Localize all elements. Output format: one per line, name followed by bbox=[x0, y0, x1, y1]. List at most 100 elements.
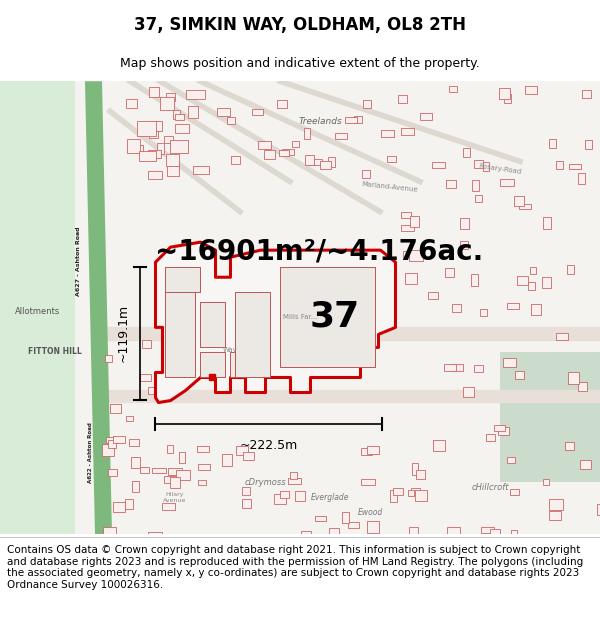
Bar bbox=[236, 446, 248, 454]
Bar bbox=[475, 195, 482, 202]
Bar bbox=[526, 86, 537, 94]
Bar bbox=[304, 128, 310, 139]
Bar bbox=[460, 241, 469, 249]
Bar bbox=[597, 504, 600, 516]
Bar bbox=[305, 155, 314, 166]
Bar bbox=[428, 292, 439, 299]
Bar bbox=[164, 136, 173, 143]
Bar bbox=[515, 371, 524, 379]
Bar bbox=[474, 365, 483, 372]
Bar bbox=[354, 116, 362, 123]
Bar bbox=[390, 491, 397, 502]
Bar bbox=[578, 173, 584, 184]
Bar bbox=[483, 162, 489, 171]
Bar bbox=[227, 118, 235, 124]
Bar bbox=[108, 469, 118, 476]
Bar bbox=[329, 528, 338, 536]
Bar bbox=[349, 522, 359, 528]
Bar bbox=[499, 427, 509, 435]
Bar bbox=[193, 166, 209, 174]
Bar bbox=[543, 217, 551, 229]
Bar bbox=[511, 531, 517, 536]
Bar bbox=[367, 446, 379, 454]
Bar bbox=[401, 127, 414, 134]
Bar bbox=[142, 340, 151, 348]
Bar bbox=[166, 93, 175, 101]
Bar bbox=[125, 499, 133, 509]
Text: 37: 37 bbox=[310, 300, 360, 334]
Bar bbox=[412, 462, 418, 474]
Bar bbox=[335, 133, 347, 139]
Text: Marland-Avenue: Marland-Avenue bbox=[362, 181, 418, 192]
Bar bbox=[531, 304, 541, 315]
Bar bbox=[507, 457, 515, 462]
Bar bbox=[549, 139, 556, 148]
Bar bbox=[148, 532, 163, 539]
Bar bbox=[398, 95, 407, 102]
Bar bbox=[556, 161, 563, 169]
Bar bbox=[170, 140, 188, 152]
Bar bbox=[393, 488, 403, 495]
Bar bbox=[199, 479, 206, 485]
Bar bbox=[153, 121, 162, 131]
Bar bbox=[420, 114, 432, 119]
Bar bbox=[578, 382, 587, 391]
Bar bbox=[175, 114, 184, 120]
Text: FITTON HILL: FITTON HILL bbox=[28, 348, 82, 356]
Bar bbox=[186, 89, 205, 99]
Bar bbox=[166, 154, 179, 166]
Bar bbox=[363, 100, 371, 108]
Bar bbox=[503, 94, 511, 103]
Text: cHillcroft: cHillcroft bbox=[471, 482, 509, 492]
Bar bbox=[556, 333, 568, 340]
Bar bbox=[148, 149, 161, 158]
Bar bbox=[463, 148, 470, 157]
Bar bbox=[148, 387, 155, 394]
Bar bbox=[367, 521, 379, 533]
Bar bbox=[565, 442, 574, 450]
Bar bbox=[381, 130, 394, 137]
Bar bbox=[0, 81, 75, 534]
Bar bbox=[401, 224, 414, 231]
Bar bbox=[315, 516, 326, 521]
Bar bbox=[416, 470, 425, 479]
Bar bbox=[113, 502, 125, 512]
Bar bbox=[102, 444, 113, 456]
Bar bbox=[295, 491, 305, 501]
Bar bbox=[127, 139, 140, 153]
Bar bbox=[148, 171, 162, 179]
Bar bbox=[149, 131, 158, 138]
Bar bbox=[179, 452, 185, 463]
Bar bbox=[528, 282, 535, 290]
Bar bbox=[243, 452, 254, 460]
Bar bbox=[543, 479, 549, 484]
Bar bbox=[520, 204, 530, 209]
Bar bbox=[503, 358, 517, 367]
Bar bbox=[283, 149, 294, 154]
Bar bbox=[507, 303, 518, 309]
Bar bbox=[585, 139, 592, 149]
Bar bbox=[409, 527, 418, 537]
Text: Allotments: Allotments bbox=[16, 308, 61, 316]
Bar bbox=[152, 468, 166, 473]
Bar bbox=[569, 164, 581, 169]
Bar bbox=[140, 374, 151, 381]
Bar bbox=[242, 499, 251, 508]
Text: A627 - Ashton Road: A627 - Ashton Road bbox=[77, 227, 82, 296]
Text: ~16901m²/~4.176ac.: ~16901m²/~4.176ac. bbox=[155, 238, 483, 266]
Bar bbox=[242, 488, 250, 495]
Text: Treelands: Treelands bbox=[298, 117, 342, 126]
Bar bbox=[453, 364, 463, 371]
Bar bbox=[290, 472, 297, 479]
Bar bbox=[131, 481, 139, 492]
Bar bbox=[480, 309, 487, 316]
Bar bbox=[542, 277, 551, 288]
Bar bbox=[552, 499, 558, 508]
Bar bbox=[500, 352, 600, 482]
Bar bbox=[499, 88, 510, 99]
Bar bbox=[131, 458, 140, 469]
Bar bbox=[113, 436, 125, 443]
Bar bbox=[289, 478, 301, 484]
Bar bbox=[411, 488, 421, 495]
Bar bbox=[463, 387, 475, 398]
